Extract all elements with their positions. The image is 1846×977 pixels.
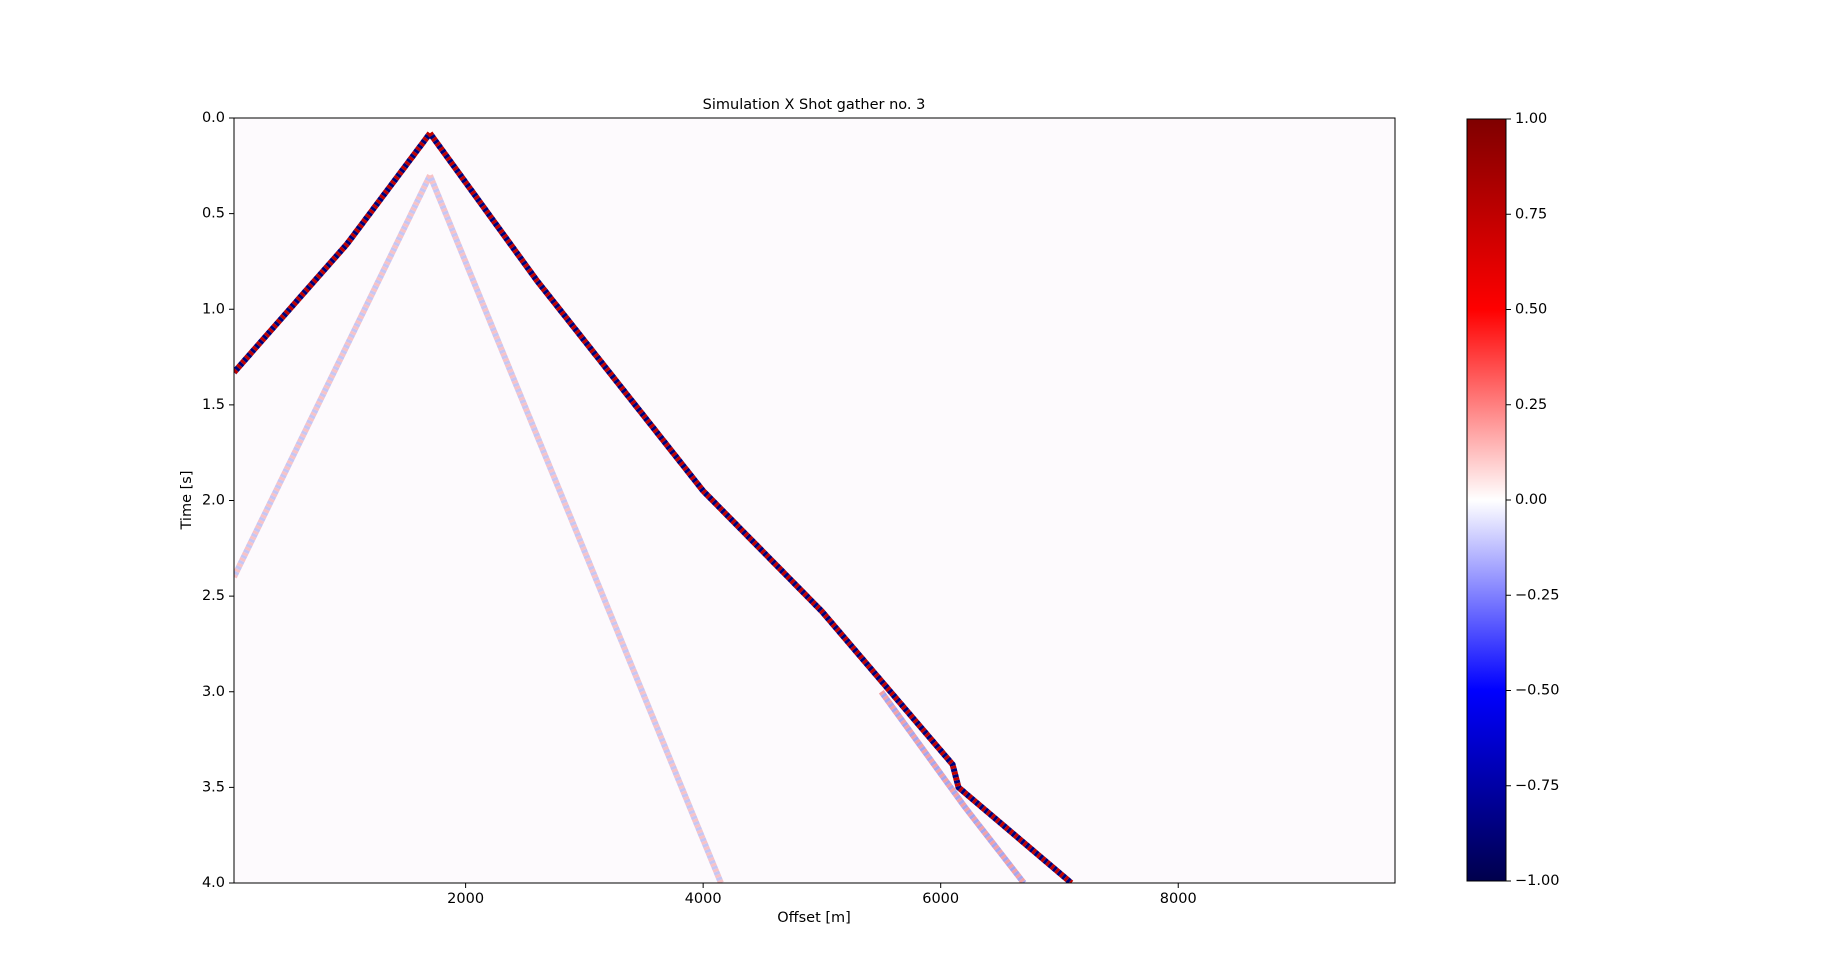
x-tick-label: 4000 <box>685 891 722 907</box>
y-tick-label: 0.5 <box>202 206 225 222</box>
chart-title: Simulation X Shot gather no. 3 <box>703 97 926 113</box>
y-tick-label: 1.0 <box>202 301 225 317</box>
events <box>234 131 1074 883</box>
colorbar-tick-label: −0.75 <box>1515 778 1559 794</box>
wave-event <box>427 131 1074 883</box>
y-axis-label: Time [s] <box>179 471 195 531</box>
y-tick-label: 1.5 <box>202 397 225 413</box>
plot-background <box>234 118 1395 883</box>
colorbar-tick-label: 0.75 <box>1515 206 1547 222</box>
colorbar-tick-label: 0.50 <box>1515 302 1547 318</box>
y-tick-label: 4.0 <box>202 875 225 891</box>
wave-event <box>234 174 433 579</box>
wave-event <box>427 174 724 883</box>
colorbar-tick-label: 0.25 <box>1515 397 1547 413</box>
colorbar <box>1466 118 1507 882</box>
wave-event <box>427 131 1074 883</box>
y-tick-label: 3.5 <box>202 779 225 795</box>
x-tick-label: 6000 <box>922 891 959 907</box>
colorbar-tick-label: 1.00 <box>1515 111 1547 127</box>
wave-event <box>878 689 1027 883</box>
y-tick-label: 0.0 <box>202 110 225 126</box>
wave-event <box>427 174 724 883</box>
y-tick-label: 2.0 <box>202 493 225 509</box>
colorbar-tick-label: −1.00 <box>1515 873 1559 889</box>
wave-event <box>878 689 1027 883</box>
y-tick-label: 2.5 <box>202 588 225 604</box>
x-tick-label: 8000 <box>1160 891 1197 907</box>
colorbar-tick-label: −0.50 <box>1515 683 1559 699</box>
x-axis-label: Offset [m] <box>777 910 851 926</box>
wave-event <box>234 131 433 375</box>
colorbar-tick-label: 0.00 <box>1515 492 1547 508</box>
y-tick-label: 3.0 <box>202 684 225 700</box>
colorbar-tick-label: −0.25 <box>1515 587 1559 603</box>
wave-event <box>234 131 433 375</box>
x-tick-label: 2000 <box>447 891 484 907</box>
